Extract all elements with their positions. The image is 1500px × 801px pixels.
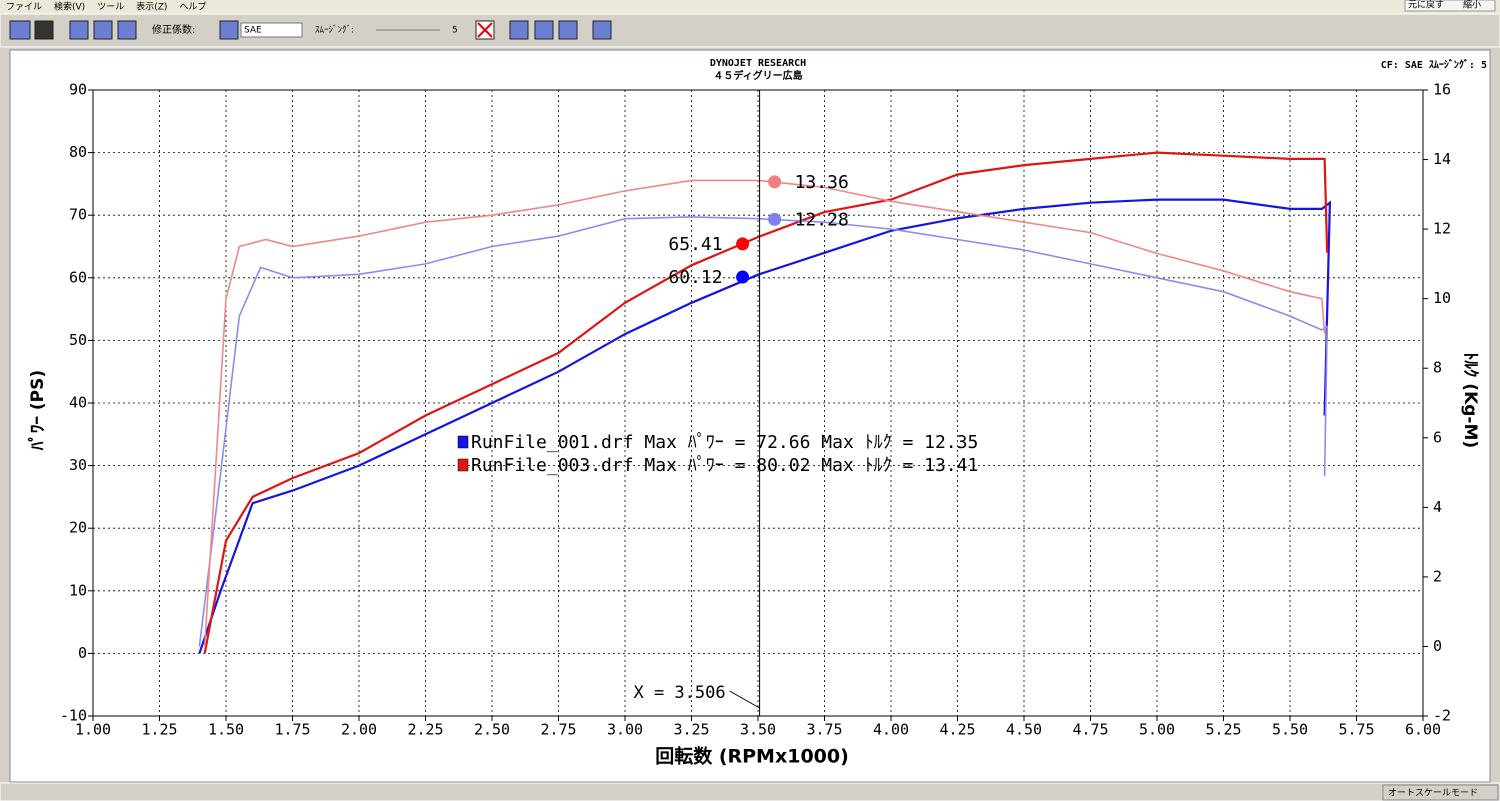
x-tick-label: 2.00: [341, 721, 377, 739]
cursor-point: [768, 175, 782, 189]
menu-item[interactable]: 検索(V): [54, 1, 85, 13]
y-tick-label: 80: [69, 143, 87, 161]
legend-label: RunFile_003.drf Max ﾊﾟﾜｰ = 80.02 Max ﾄﾙｸ…: [471, 455, 978, 476]
toolbar-icons: [9, 20, 612, 40]
x-axis-label: 回転数 (RPMx1000): [655, 745, 849, 768]
y2-tick-label: 12: [1433, 220, 1451, 238]
y-tick-label: 60: [69, 268, 87, 286]
x-tick-label: 4.25: [939, 721, 975, 739]
y-tick-label: -10: [60, 707, 87, 725]
series-line: [203, 151, 1329, 654]
x-tick-label: 2.25: [407, 721, 443, 739]
cursor-label: X = 3.506: [633, 683, 725, 703]
y-tick-label: 50: [69, 331, 87, 349]
y2-axis-label: ﾄﾙｸ (Kg-M): [1460, 352, 1480, 448]
legend-swatch: [457, 435, 469, 449]
x-tick-label: 1.50: [208, 721, 244, 739]
y-tick-label: 0: [78, 644, 87, 662]
smoothing-label: ｽﾑｰｼﾞﾝｸﾞ:: [315, 25, 354, 36]
smoothing-value: 5: [452, 26, 458, 36]
restore-button[interactable]: 元に戻す: [1408, 0, 1444, 11]
y-tick-label: 40: [69, 394, 87, 412]
y2-tick-label: 8: [1433, 359, 1442, 377]
cursor-point: [736, 237, 750, 251]
window-buttons: [1404, 0, 1496, 12]
status-bar: [0, 782, 1500, 801]
x-tick-label: 5.50: [1272, 721, 1308, 739]
y-tick-label: 90: [69, 81, 87, 99]
legend-swatch: [457, 458, 469, 472]
cursor-point: [768, 212, 782, 226]
x-tick-label: 6.00: [1405, 721, 1441, 739]
menu-item[interactable]: ツール: [97, 3, 124, 13]
cursor-value: 13.36: [795, 172, 849, 193]
x-tick-label: 3.75: [806, 721, 842, 739]
menu-bar: [0, 0, 1500, 14]
x-tick-label: 2.50: [474, 721, 510, 739]
cursor-value: 65.41: [668, 234, 722, 255]
y2-tick-label: -2: [1433, 707, 1451, 725]
y2-tick-label: 6: [1433, 428, 1442, 446]
x-tick-label: 3.00: [607, 721, 643, 739]
x-tick-label: 5.25: [1205, 721, 1241, 739]
y-axis-label: ﾊﾟﾜｰ (PS): [27, 370, 48, 451]
legend-label: RunFile_001.drf Max ﾊﾟﾜｰ = 72.66 Max ﾄﾙｸ…: [471, 432, 978, 453]
x-tick-label: 4.75: [1072, 721, 1108, 739]
cursor-value: 12.28: [795, 209, 849, 230]
y-tick-label: 30: [69, 456, 87, 474]
x-tick-label: 2.75: [540, 721, 576, 739]
y2-tick-label: 2: [1433, 567, 1442, 585]
y2-tick-label: 0: [1433, 637, 1442, 655]
cf-label: 修正係数:: [152, 23, 195, 36]
y-tick-label: 70: [69, 206, 87, 224]
chart-subtitle: ４５ディグリー広島: [713, 69, 802, 82]
y2-tick-label: 16: [1433, 81, 1451, 99]
status-panel: [1382, 784, 1499, 801]
x-tick-label: 5.75: [1338, 721, 1374, 739]
menu-item[interactable]: ファイル: [6, 3, 42, 13]
cursor-point: [736, 270, 750, 284]
chart-info: CF: SAE ｽﾑｰｼﾞﾝｸﾞ: 5: [1381, 58, 1487, 71]
cursor-leader: [729, 690, 760, 709]
x-tick-label: 1.75: [274, 721, 310, 739]
cursor-value: 60.12: [668, 267, 722, 288]
cf-select[interactable]: [240, 22, 303, 38]
chart-title: DYNOJET RESEARCH: [710, 58, 806, 69]
x-tick-label: 1.25: [141, 721, 177, 739]
menu-item[interactable]: ヘルプ: [179, 2, 206, 13]
series-line: [198, 216, 1329, 647]
x-tick-label: 4.00: [873, 721, 909, 739]
x-tick-label: 1.00: [75, 721, 111, 739]
series-line: [203, 179, 1326, 647]
cf-value: SAE: [244, 26, 262, 36]
shrink-button[interactable]: 縮小: [1463, 0, 1481, 11]
menu-item[interactable]: 表示(Z): [136, 1, 167, 13]
series-line: [198, 198, 1332, 654]
y2-tick-label: 14: [1433, 150, 1451, 168]
y-tick-label: 10: [69, 581, 87, 599]
status-text: オートスケールモード: [1388, 788, 1478, 799]
x-tick-label: 3.50: [740, 721, 776, 739]
y2-tick-label: 10: [1433, 289, 1451, 307]
y2-tick-label: 4: [1433, 498, 1442, 516]
x-tick-label: 5.00: [1139, 721, 1175, 739]
y-tick-label: 20: [69, 519, 87, 537]
x-tick-label: 4.50: [1006, 721, 1042, 739]
x-tick-label: 3.25: [673, 721, 709, 739]
